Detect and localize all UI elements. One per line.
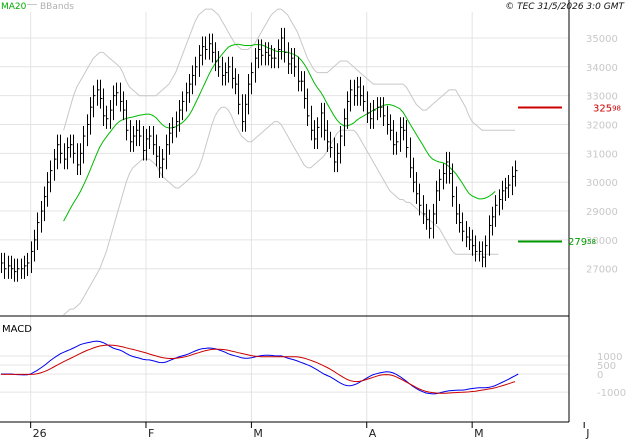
signal-line [1,344,516,394]
price-ytick-label: 34000 [586,63,618,74]
price-ytick-label: 35000 [586,34,618,45]
price-ytick-label: 27000 [586,265,618,276]
axes-text: 27000 28000 29000 30000 31000 32000 33000 34000… [30,34,626,440]
x-tick-label: M [474,427,484,440]
ma-label: MA20 [1,2,27,12]
x-tick-label: F [148,427,154,440]
macd-ytick-label: 1000 [597,352,622,363]
price-ytick-label: 29000 [586,207,618,218]
x-tick-label: J [585,427,589,440]
macd-ytick-label: 500 [597,361,616,372]
macd-ytick-label: 0 [597,370,603,381]
macd-panel [1,340,519,395]
bb-label: BBands [40,2,74,12]
bb-legend-swatch [27,4,37,5]
macd-grid [0,355,569,393]
price-panel [1,8,562,316]
macd-label: MACD [2,324,32,335]
bband-upper-line [63,8,515,131]
x-tick-label: A [369,427,377,440]
x-tick-label: 26 [33,427,47,440]
price-ytick-label: 28000 [586,236,618,247]
price-ytick-label: 33000 [586,92,618,103]
macd-ytick-label: -1000 [597,388,626,399]
macd-line [1,340,519,395]
support-label: 27958 [568,237,596,248]
price-grid [0,12,569,422]
price-ytick-label: 32000 [586,121,618,132]
price-ytick-label: 30000 [586,178,618,189]
x-tick-label: M [253,427,263,440]
resistance-label: 32598 [593,103,621,114]
price-ytick-label: 31000 [586,149,618,160]
ma20-line [63,43,496,222]
copyright-text: © TEC 31/5/2026 3:0 GMT [505,2,625,12]
